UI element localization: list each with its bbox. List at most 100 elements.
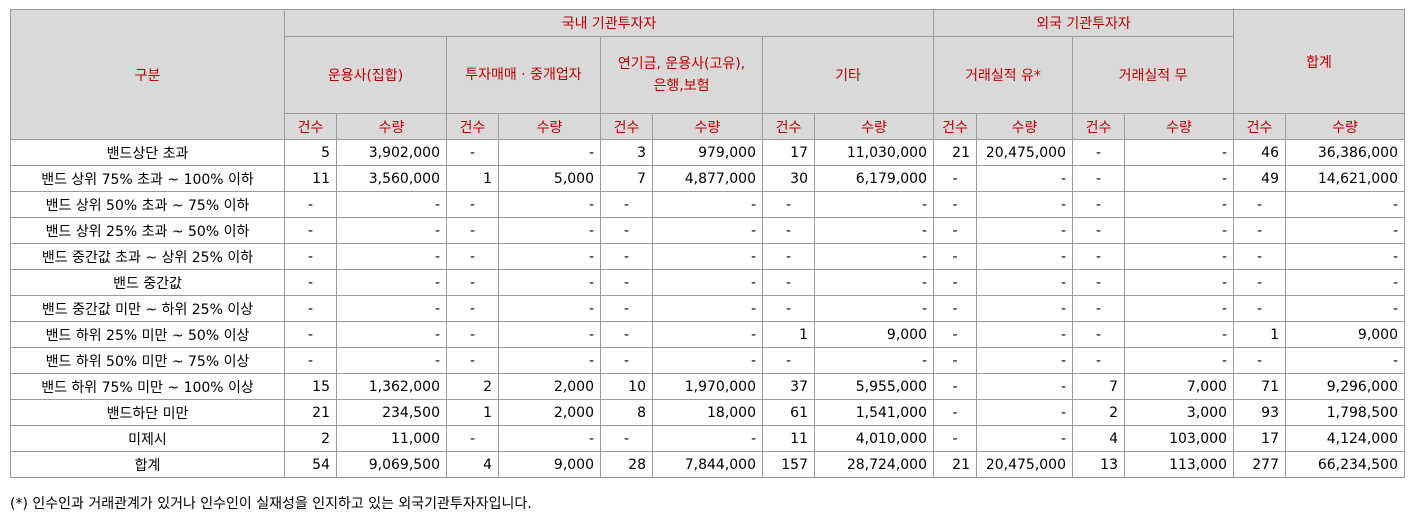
quantity-cell: -	[1124, 243, 1234, 270]
quantity-cell: -	[1285, 217, 1405, 244]
count-cell: -	[600, 191, 653, 218]
quantity-cell: -	[976, 269, 1073, 296]
quantity-cell: -	[814, 217, 934, 244]
count-cell: -	[600, 217, 653, 244]
count-cell: -	[933, 165, 977, 192]
row-label: 밴드 상위 50% 초과 ~ 75% 이하	[10, 191, 285, 218]
count-column-header: 건수	[284, 113, 337, 140]
quantity-cell: -	[976, 191, 1073, 218]
quantity-cell: 7,844,000	[652, 451, 763, 478]
table-row: 밴드 하위 75% 미만 ~ 100% 이상 15 1,362,000 2 2,000 1…	[10, 373, 1405, 400]
quantity-cell: 1,798,500	[1285, 399, 1405, 426]
quantity-cell: -	[1124, 191, 1234, 218]
count-cell: -	[284, 217, 337, 244]
row-label: 밴드하단 미만	[10, 399, 285, 426]
count-cell: -	[933, 295, 977, 322]
quantity-cell: 9,069,500	[336, 451, 447, 478]
count-cell: -	[1072, 191, 1125, 218]
count-cell: 10	[600, 373, 653, 400]
count-cell: -	[446, 139, 499, 166]
count-column-header: 건수	[1072, 113, 1125, 140]
quantity-cell: 234,500	[336, 399, 447, 426]
count-cell: -	[1233, 217, 1286, 244]
quantity-cell: -	[498, 243, 601, 270]
count-cell: -	[933, 217, 977, 244]
subheader-pension-bank-insurance: 연기금, 운용사(고유), 은행,보험	[600, 36, 763, 114]
count-cell: -	[446, 269, 499, 296]
quantity-cell: -	[814, 295, 934, 322]
count-cell: -	[762, 217, 815, 244]
quantity-cell: -	[976, 373, 1073, 400]
quantity-cell: 3,000	[1124, 399, 1234, 426]
quantity-cell: -	[976, 425, 1073, 452]
count-cell: -	[600, 321, 653, 348]
quantity-cell: -	[1124, 295, 1234, 322]
quantity-cell: -	[498, 217, 601, 244]
quantity-cell: -	[336, 295, 447, 322]
count-cell: -	[1072, 295, 1125, 322]
table-row: 밴드 상위 50% 초과 ~ 75% 이하 - - - - - - - - - - - - - -	[10, 191, 1405, 218]
quantity-cell: -	[976, 399, 1073, 426]
quantity-cell: -	[498, 191, 601, 218]
quantity-cell: -	[1124, 269, 1234, 296]
quantity-cell: -	[1124, 347, 1234, 374]
quantity-cell: -	[976, 217, 1073, 244]
domestic-investor-header: 국내 기관투자자	[284, 9, 934, 37]
quantity-cell: -	[652, 321, 763, 348]
quantity-column-header: 수량	[976, 113, 1073, 140]
quantity-cell: -	[1285, 347, 1405, 374]
quantity-cell: 7,000	[1124, 373, 1234, 400]
table-row: 밴드 하위 50% 미만 ~ 75% 이상 - - - - - - - - - - - - - -	[10, 347, 1405, 374]
count-cell: 11	[762, 425, 815, 452]
count-cell: 21	[933, 451, 977, 478]
table-row: 밴드 중간값 초과 ~ 상위 25% 이하 - - - - - - - - - - - - - -	[10, 243, 1405, 270]
count-cell: -	[600, 347, 653, 374]
count-column-header: 건수	[446, 113, 499, 140]
count-cell: -	[762, 269, 815, 296]
count-cell: -	[446, 425, 499, 452]
count-cell: -	[1072, 243, 1125, 270]
quantity-cell: 103,000	[1124, 425, 1234, 452]
count-cell: -	[933, 373, 977, 400]
quantity-cell: -	[1285, 243, 1405, 270]
count-cell: -	[1072, 321, 1125, 348]
count-cell: -	[600, 243, 653, 270]
quantity-cell: -	[1124, 217, 1234, 244]
count-cell: -	[1233, 347, 1286, 374]
count-cell: 7	[1072, 373, 1125, 400]
quantity-cell: 18,000	[652, 399, 763, 426]
count-cell: 11	[284, 165, 337, 192]
table-row: 합계 54 9,069,500 4 9,000 28 7,844,000 157 28,724,…	[10, 451, 1405, 478]
quantity-cell: -	[498, 139, 601, 166]
count-cell: 1	[446, 165, 499, 192]
quantity-cell: 36,386,000	[1285, 139, 1405, 166]
count-cell: -	[933, 243, 977, 270]
quantity-cell: 28,724,000	[814, 451, 934, 478]
quantity-cell: -	[336, 243, 447, 270]
quantity-cell: -	[652, 425, 763, 452]
quantity-cell: 4,877,000	[652, 165, 763, 192]
quantity-cell: 1,362,000	[336, 373, 447, 400]
count-cell: -	[1072, 165, 1125, 192]
quantity-cell: 11,030,000	[814, 139, 934, 166]
quantity-cell: -	[976, 347, 1073, 374]
quantity-cell: -	[652, 191, 763, 218]
quantity-cell: -	[1285, 191, 1405, 218]
quantity-cell: 113,000	[1124, 451, 1234, 478]
count-cell: -	[1072, 217, 1125, 244]
quantity-cell: -	[336, 217, 447, 244]
count-cell: 3	[600, 139, 653, 166]
count-cell: -	[1233, 295, 1286, 322]
count-cell: -	[284, 347, 337, 374]
row-label: 밴드 하위 25% 미만 ~ 50% 이상	[10, 321, 285, 348]
count-cell: 49	[1233, 165, 1286, 192]
quantity-cell: -	[652, 295, 763, 322]
count-cell: -	[933, 425, 977, 452]
quantity-cell: -	[1124, 139, 1234, 166]
count-cell: -	[284, 243, 337, 270]
count-cell: -	[284, 269, 337, 296]
count-cell: 157	[762, 451, 815, 478]
count-cell: -	[933, 399, 977, 426]
count-cell: 17	[1233, 425, 1286, 452]
count-cell: 277	[1233, 451, 1286, 478]
